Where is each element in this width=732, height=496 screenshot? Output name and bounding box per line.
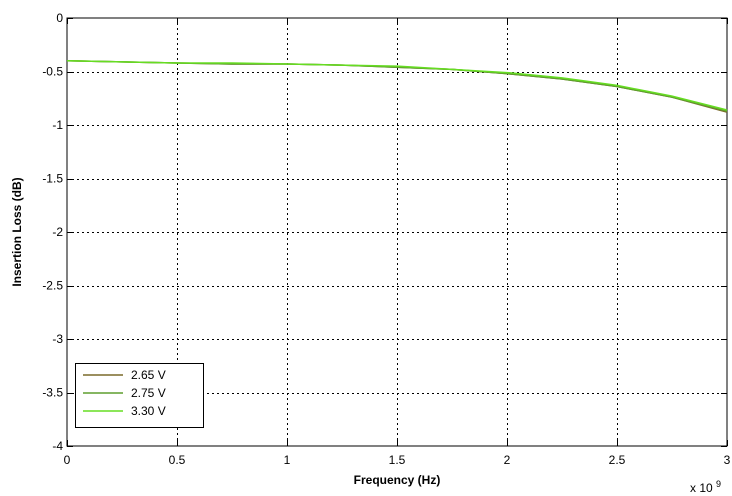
legend: 2.65 V 2.75 V 3.30 V bbox=[75, 363, 204, 428]
x-tick-label: 2.5 bbox=[609, 453, 626, 467]
series-layer bbox=[66, 60, 728, 113]
y-tick-labels: 0 -0.5 -1 -1.5 -2 -2.5 -3 -3.5 -4 bbox=[42, 11, 63, 453]
y-tick-label: 0 bbox=[56, 11, 63, 25]
series-line-2 bbox=[66, 60, 728, 111]
x-tick-labels: 0 0.5 1 1.5 2 2.5 3 bbox=[64, 453, 731, 467]
x-tick-label: 1.5 bbox=[389, 453, 406, 467]
y-tick-label: -4 bbox=[52, 439, 63, 453]
x-tick-label: 2 bbox=[504, 453, 511, 467]
y-tick-label: -3.5 bbox=[42, 386, 63, 400]
x-axis-multiplier-exponent: 9 bbox=[716, 479, 721, 489]
y-tick-label: -3 bbox=[52, 332, 63, 346]
x-axis-multiplier-base: x 10 bbox=[690, 481, 713, 495]
tick-marks bbox=[67, 18, 728, 447]
y-axis-title: Insertion Loss (dB) bbox=[10, 177, 24, 286]
x-tick-label: 0.5 bbox=[169, 453, 186, 467]
legend-label: 2.65 V bbox=[131, 368, 166, 382]
legend-label: 2.75 V bbox=[131, 386, 166, 400]
x-tick-label: 3 bbox=[724, 453, 731, 467]
x-tick-label: 1 bbox=[284, 453, 291, 467]
y-tick-label: -2.5 bbox=[42, 279, 63, 293]
x-tick-label: 0 bbox=[64, 453, 71, 467]
y-tick-label: -0.5 bbox=[42, 65, 63, 79]
legend-box bbox=[75, 363, 204, 428]
x-axis-multiplier: x 10 9 bbox=[690, 479, 721, 495]
x-axis-title: Frequency (Hz) bbox=[354, 473, 441, 487]
legend-label: 3.30 V bbox=[131, 404, 166, 418]
y-tick-label: -1 bbox=[52, 118, 63, 132]
y-tick-label: -2 bbox=[52, 225, 63, 239]
y-tick-label: -1.5 bbox=[42, 172, 63, 186]
